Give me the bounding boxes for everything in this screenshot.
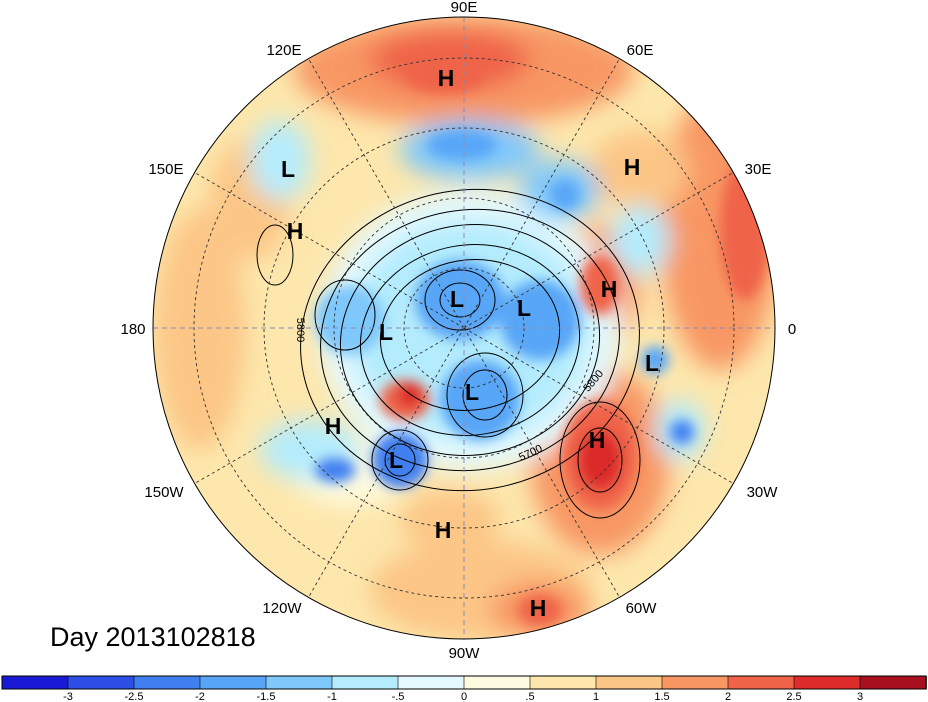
pressure-center-marker: L	[281, 156, 295, 182]
anomaly-field	[153, 17, 775, 639]
colorbar-tick-label: 2	[725, 691, 731, 702]
pressure-center-marker: L	[645, 350, 659, 376]
lon-label-30w: 30W	[747, 484, 779, 501]
colorbar-tick-label: -2	[195, 691, 205, 702]
lon-label-0: 0	[788, 321, 796, 338]
lon-label-30e: 30E	[745, 161, 772, 178]
colorbar-tick-label: .5	[525, 691, 534, 702]
lon-label-150w: 150W	[144, 484, 184, 501]
pressure-center-marker: H	[438, 65, 455, 91]
pressure-center-marker: H	[530, 595, 547, 621]
lon-label-150e: 150E	[148, 161, 183, 178]
colorbar-tick-label: 0	[461, 691, 467, 702]
colorbar-swatch	[529, 675, 597, 690]
colorbar-swatch	[133, 675, 201, 690]
colorbar-tick-label: 1.5	[654, 691, 669, 702]
colorbar-tick-label: -.5	[392, 691, 405, 702]
height-contours	[256, 188, 641, 519]
pressure-centers: H H L H H L L L L L H H L H H	[281, 65, 659, 621]
day-label: Day 2013102818	[50, 622, 256, 652]
pressure-center-marker: L	[517, 295, 531, 321]
colorbar-swatch	[661, 675, 729, 690]
colorbar-swatch	[595, 675, 663, 690]
lon-label-60e: 60E	[627, 42, 654, 59]
colorbar-swatch	[265, 675, 333, 690]
pressure-center-marker: H	[589, 427, 606, 453]
colorbar-labels: -3 -2.5 -2 -1.5 -1 -.5 0 .5 1 1.5 2 2.5 …	[63, 691, 863, 702]
pressure-center-marker: H	[601, 276, 618, 302]
colorbar-tick-label: 1	[593, 691, 599, 702]
lon-label-180: 180	[120, 321, 145, 338]
colorbar-tick-label: -2.5	[125, 691, 144, 702]
meridian-axes	[153, 17, 775, 639]
pressure-center-marker: L	[379, 319, 393, 345]
lon-label-120w: 120W	[262, 600, 302, 617]
colorbar-tick-label: -3	[63, 691, 73, 702]
colorbar-swatch	[1, 675, 69, 690]
pressure-center-marker: H	[435, 517, 452, 543]
colorbar-frame	[1, 675, 927, 690]
lon-label-90e: 90E	[451, 0, 478, 16]
colorbar-tick-label: 3	[857, 691, 863, 702]
colorbar-swatch	[199, 675, 267, 690]
colorbar-swatch	[859, 675, 927, 690]
map-boundary	[152, 16, 776, 640]
pressure-center-marker: L	[465, 379, 479, 405]
colorbar-swatch	[331, 675, 399, 690]
colorbar-tick-label: 2.5	[786, 691, 801, 702]
colorbar-swatch	[727, 675, 795, 690]
lon-label-120e: 120E	[266, 42, 301, 59]
pressure-center-marker: H	[325, 413, 342, 439]
colorbar-tick-label: -1.5	[257, 691, 276, 702]
pressure-center-marker: H	[287, 218, 304, 244]
colorbar-swatch	[67, 675, 135, 690]
pressure-center-marker: L	[450, 286, 464, 312]
lon-label-90w: 90W	[449, 645, 481, 662]
longitude-labels: 90E 60E 30E 0 30W 60W 90W 120W 150W 180 …	[120, 0, 796, 662]
colorbar-tick-label: -1	[327, 691, 337, 702]
pressure-center-marker: L	[389, 447, 403, 473]
lon-label-60w: 60W	[626, 600, 658, 617]
colorbar-swatch	[463, 675, 531, 690]
colorbar-swatch	[793, 675, 861, 690]
contour-label: 5800	[294, 318, 306, 342]
colorbar: -3 -2.5 -2 -1.5 -1 -.5 0 .5 1 1.5 2 2.5 …	[1, 675, 927, 702]
pressure-center-marker: H	[624, 154, 641, 180]
colorbar-swatch	[397, 675, 465, 690]
